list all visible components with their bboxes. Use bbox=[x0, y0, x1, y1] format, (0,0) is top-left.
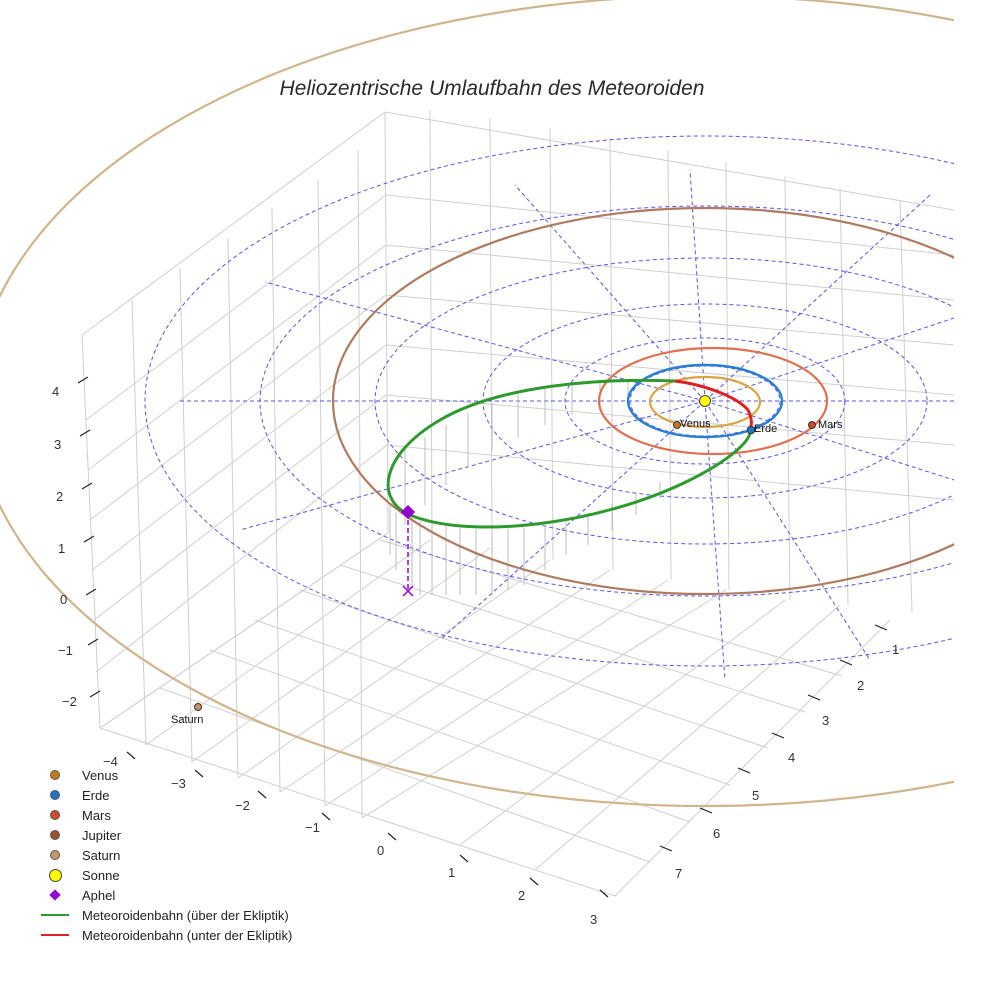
legend-label: Saturn bbox=[82, 847, 121, 863]
y-tick-label: 4 bbox=[788, 750, 795, 765]
y-tick-label: 5 bbox=[752, 788, 759, 803]
x-tick-label: 2 bbox=[518, 888, 525, 903]
saturn-label: Saturn bbox=[171, 714, 203, 726]
axis-tick-marks bbox=[77, 376, 888, 898]
saturn-legend-dot bbox=[50, 850, 60, 860]
legend-item-sonne[interactable]: Sonne bbox=[40, 865, 292, 885]
legend-label: Erde bbox=[82, 787, 110, 803]
legend-item-jupiter[interactable]: Jupiter bbox=[40, 825, 292, 845]
legend-label: Venus bbox=[82, 767, 119, 783]
mars-orbit bbox=[597, 346, 829, 456]
erde-legend-dot bbox=[50, 790, 60, 800]
mars-legend-dot bbox=[50, 810, 60, 820]
drop-lines bbox=[389, 381, 661, 595]
z-tick-label: −1 bbox=[58, 643, 73, 658]
x-tick-label: −1 bbox=[305, 820, 320, 835]
sonne-legend-dot bbox=[48, 868, 62, 882]
aphel-legend-diamond bbox=[49, 889, 61, 901]
z-tick-label: 3 bbox=[54, 437, 61, 452]
y-tick-label: 1 bbox=[892, 642, 899, 657]
ecliptic-grid bbox=[144, 135, 954, 681]
venus-label: Venus bbox=[680, 418, 711, 430]
mars-marker bbox=[808, 421, 816, 429]
x-tick-label: 1 bbox=[448, 865, 455, 880]
x-tick-label: 3 bbox=[590, 912, 597, 927]
z-tick-label: 0 bbox=[60, 592, 67, 607]
z-tick-label: 2 bbox=[56, 489, 63, 504]
aphel-projection-marker bbox=[402, 585, 414, 597]
x-tick-label: −4 bbox=[103, 754, 118, 769]
erde-label: Erde bbox=[754, 423, 777, 435]
legend-item-erde[interactable]: Erde bbox=[40, 785, 292, 805]
chart-title: Heliozentrische Umlaufbahn des Meteoroid… bbox=[280, 77, 705, 100]
legend-item-orbit-below[interactable]: Meteoroidenbahn (unter der Ekliptik) bbox=[40, 925, 292, 945]
saturn-marker bbox=[194, 703, 202, 711]
x-tick-label: −2 bbox=[235, 798, 250, 813]
legend-item-saturn[interactable]: Saturn bbox=[40, 845, 292, 865]
legend-label: Sonne bbox=[82, 867, 120, 883]
legend-label: Aphel bbox=[82, 887, 116, 903]
legend-item-venus[interactable]: Venus bbox=[40, 765, 292, 785]
erde-orbit bbox=[626, 363, 784, 439]
mars-label: Mars bbox=[818, 419, 843, 431]
legend-label: Jupiter bbox=[82, 827, 122, 843]
y-tick-label: 7 bbox=[675, 866, 682, 881]
legend-label: Meteoroidenbahn (über der Ekliptik) bbox=[82, 907, 289, 923]
venus-marker bbox=[673, 421, 681, 429]
venus-legend-dot bbox=[50, 770, 60, 780]
sonne-marker bbox=[699, 395, 711, 407]
erde-marker bbox=[746, 425, 756, 435]
meteoroid-orbit-below bbox=[674, 379, 753, 431]
legend-item-aphel[interactable]: Aphel bbox=[40, 885, 292, 905]
x-tick-label: 0 bbox=[377, 843, 384, 858]
z-tick-label: 1 bbox=[58, 541, 65, 556]
legend-label: Meteoroidenbahn (unter der Ekliptik) bbox=[82, 927, 293, 943]
jupiter-orbit bbox=[332, 206, 954, 596]
x-tick-label: −3 bbox=[171, 776, 186, 791]
legend-label: Mars bbox=[82, 807, 111, 823]
legend: Venus Erde Mars Jupiter Saturn Sonne Aph… bbox=[40, 765, 292, 945]
y-tick-label: 3 bbox=[822, 713, 829, 728]
venus-orbit bbox=[648, 375, 762, 429]
aphel-marker bbox=[400, 504, 416, 520]
legend-item-orbit-above[interactable]: Meteoroidenbahn (über der Ekliptik) bbox=[40, 905, 292, 925]
z-tick-label: 4 bbox=[52, 384, 59, 399]
orbit-below-legend-line bbox=[41, 934, 69, 936]
orbit-above-legend-line bbox=[41, 914, 69, 916]
legend-item-mars[interactable]: Mars bbox=[40, 805, 292, 825]
y-tick-label: 6 bbox=[713, 826, 720, 841]
jupiter-legend-dot bbox=[50, 830, 60, 840]
y-tick-label: 2 bbox=[857, 678, 864, 693]
z-tick-label: −2 bbox=[62, 694, 77, 709]
saturn-orbit bbox=[0, 0, 954, 807]
